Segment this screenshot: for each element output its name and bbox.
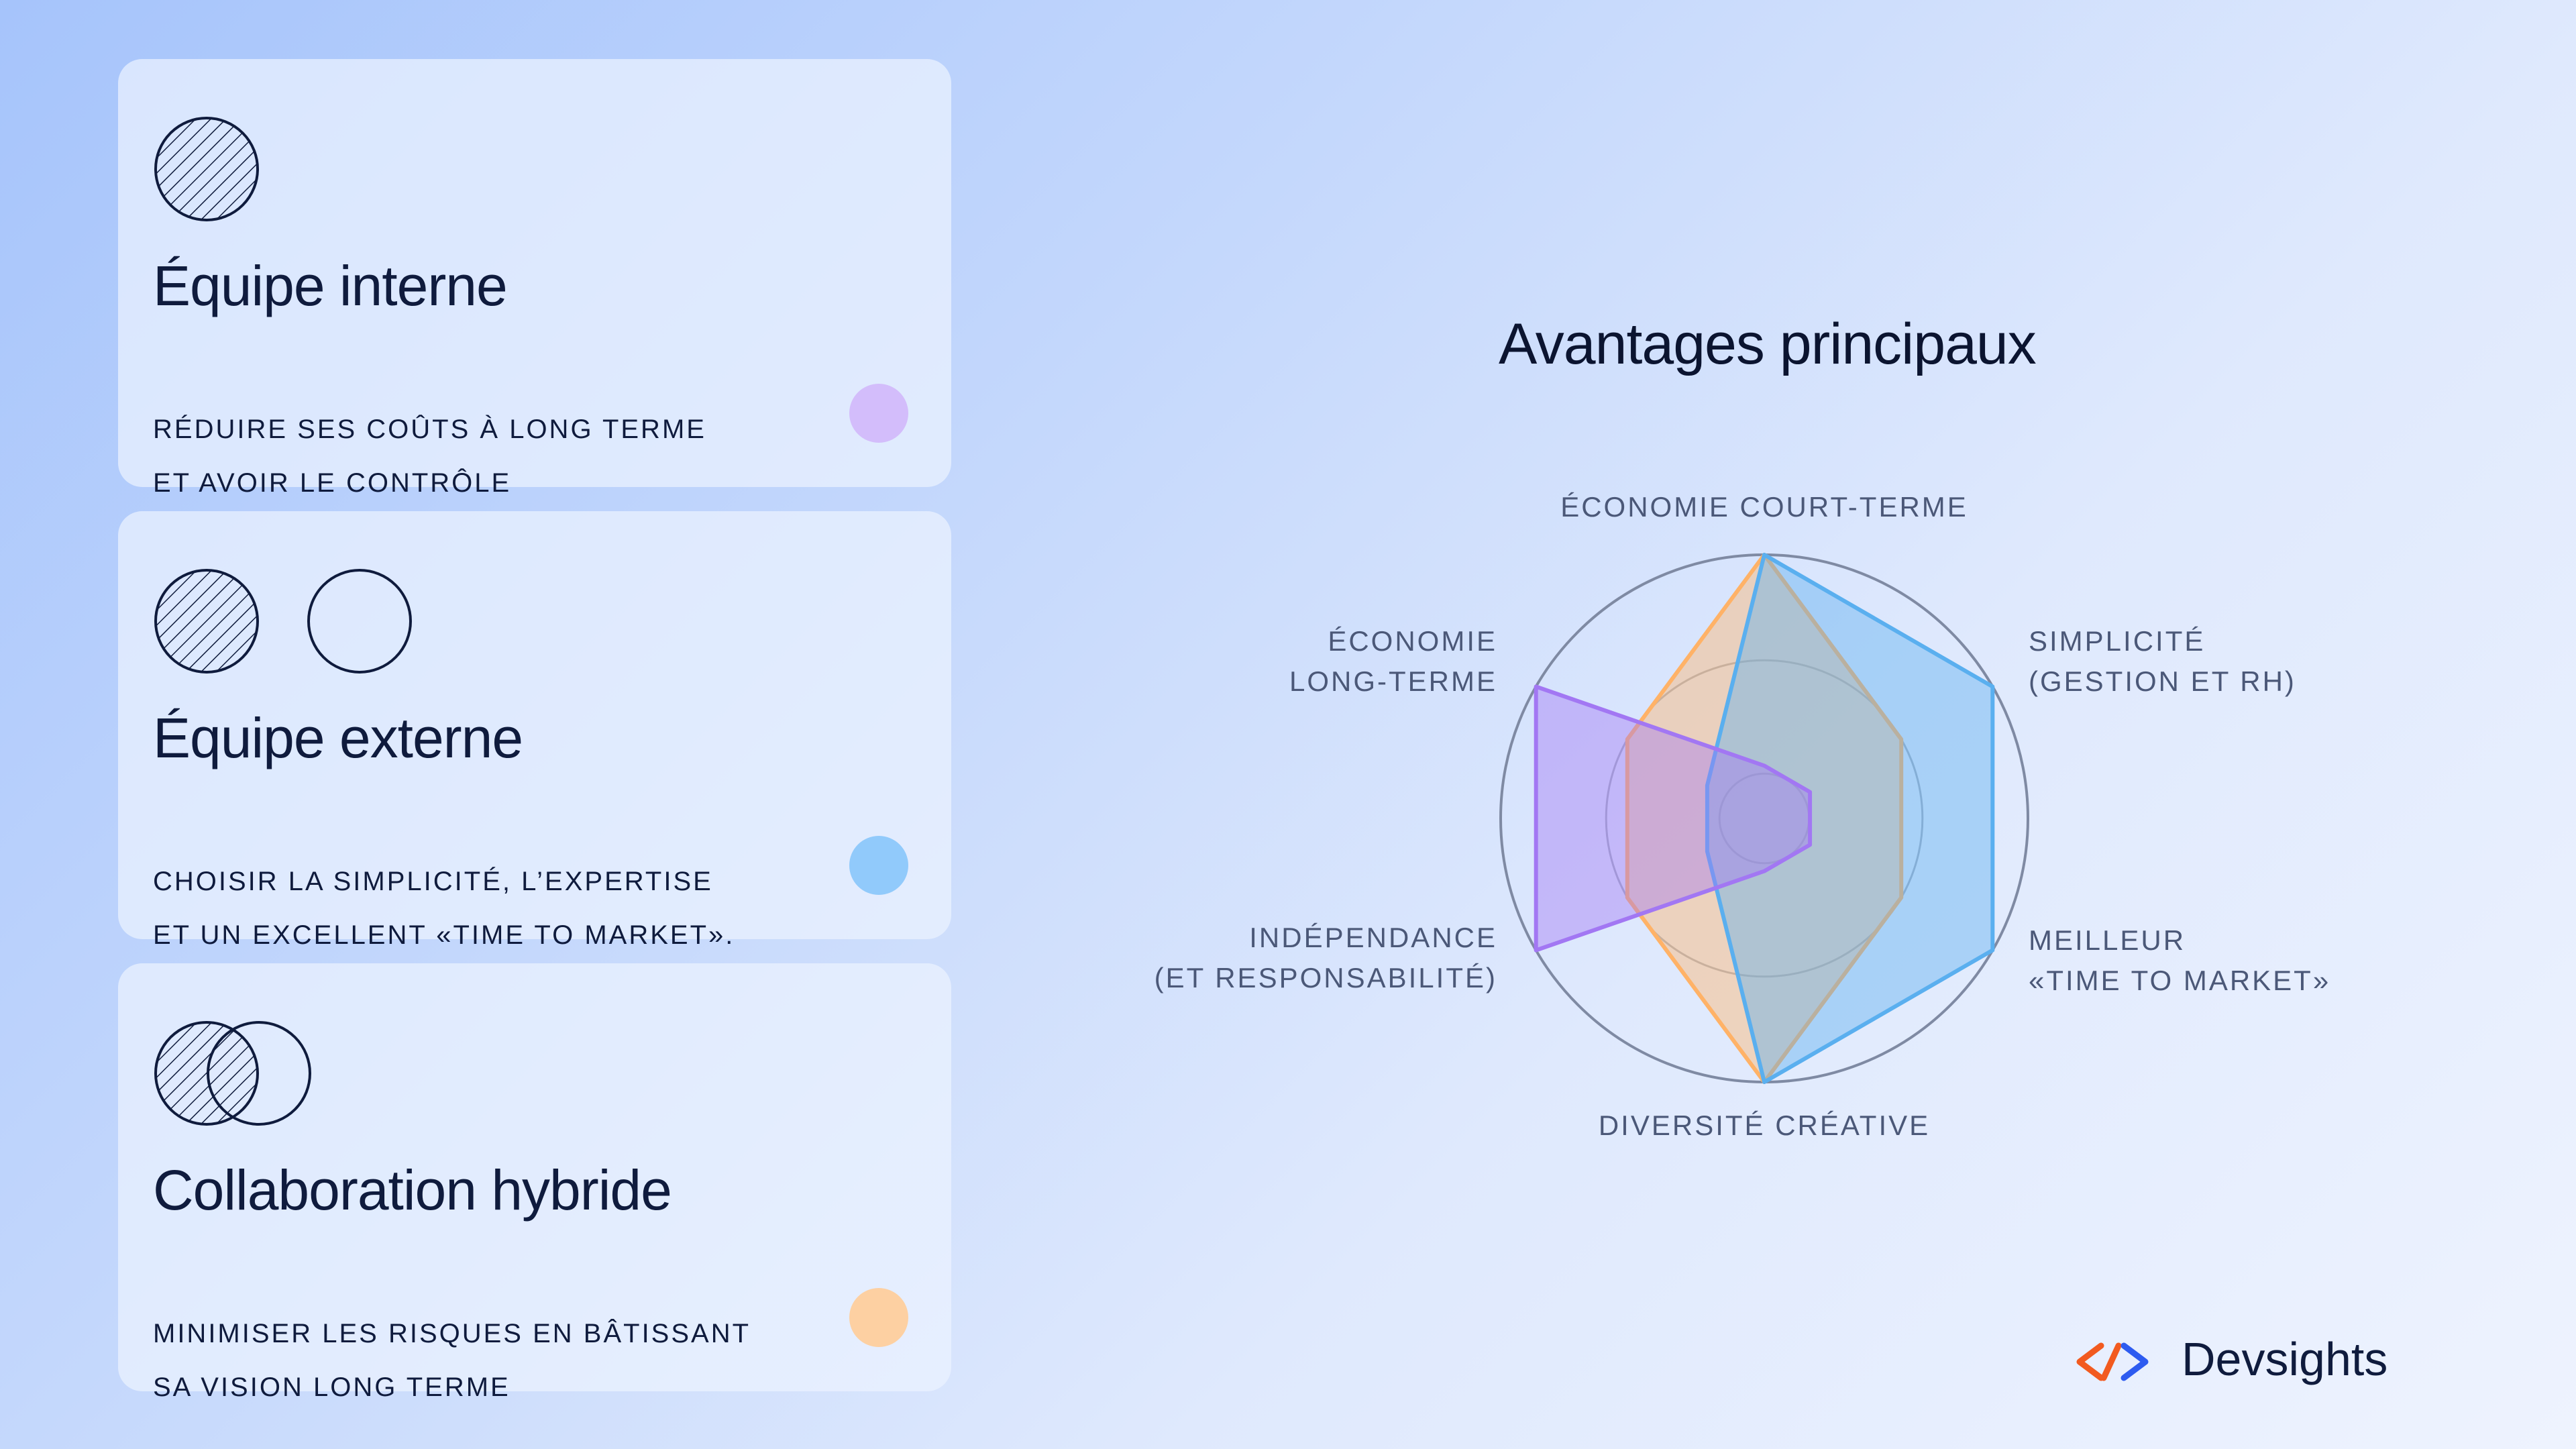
card-title: Équipe externe bbox=[153, 706, 523, 769]
color-dot bbox=[849, 1288, 908, 1347]
radar-axis-label: ÉCONOMIE LONG-TERME bbox=[1289, 625, 1497, 697]
color-dot bbox=[849, 836, 908, 895]
card-description-line: SA VISION LONG TERME bbox=[153, 1373, 511, 1402]
radar-axis-label: ÉCONOMIE COURT-TERME bbox=[1560, 491, 1968, 523]
chart-title: Avantages principaux bbox=[1499, 312, 2037, 376]
radar-axis-label: MEILLEUR «TIME TO MARKET» bbox=[2029, 924, 2330, 996]
radar-chart: ÉCONOMIE COURT-TERME SIMPLICITÉ (GESTION E… bbox=[1155, 491, 2330, 1141]
radar-series-polygon bbox=[1705, 553, 1995, 1084]
card-description-line: RÉDUIRE SES COÛTS À LONG TERME bbox=[153, 415, 706, 444]
color-dot bbox=[849, 384, 908, 443]
card-description-line: MINIMISER LES RISQUES EN BÂTISSANT bbox=[153, 1319, 751, 1348]
card-description-line: ET AVOIR LE CONTRÔLE bbox=[153, 468, 512, 498]
radar-axis-label: INDÉPENDANCE (ET RESPONSABILITÉ) bbox=[1155, 922, 1497, 994]
card-description-line: CHOISIR LA SIMPLICITÉ, L’EXPERTISE bbox=[153, 867, 713, 896]
brand: Devsights bbox=[2076, 1332, 2438, 1386]
card-hybrid-collaboration: Collaboration hybride MINIMISER LES RISQ… bbox=[118, 963, 951, 1402]
code-brackets-logo-icon bbox=[2076, 1342, 2149, 1381]
card-title: Collaboration hybride bbox=[153, 1159, 672, 1222]
card-external-team: Équipe externe CHOISIR LA SIMPLICITÉ, L’… bbox=[118, 511, 951, 950]
brand-name: Devsights bbox=[2182, 1333, 2388, 1385]
card-description-line: ET UN EXCELLENT «TIME TO MARKET». bbox=[153, 920, 735, 950]
hatched-and-empty-circles-icon bbox=[153, 568, 421, 678]
radar-series-polygon bbox=[1534, 684, 1813, 953]
card-internal-team: Équipe interne RÉDUIRE SES COÛTS À LONG … bbox=[118, 59, 951, 498]
overlapping-circles-icon bbox=[153, 1020, 327, 1130]
radar-axis-label: DIVERSITÉ CRÉATIVE bbox=[1599, 1110, 1930, 1141]
radar-axis-label: SIMPLICITÉ (GESTION ET RH) bbox=[2029, 625, 2296, 697]
hatched-circle-icon bbox=[153, 115, 260, 226]
radar-grid-circle bbox=[1605, 659, 1924, 978]
card-title: Équipe interne bbox=[153, 254, 508, 317]
